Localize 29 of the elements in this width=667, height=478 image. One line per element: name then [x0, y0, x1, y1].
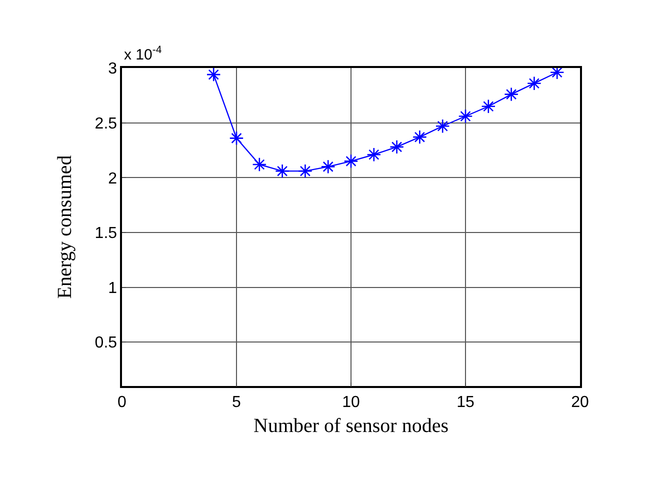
- x-tick-label: 15: [456, 394, 474, 411]
- y-tick-label: 1.5: [94, 225, 118, 242]
- y-tick-label: 1: [108, 280, 118, 297]
- point: [390, 140, 404, 154]
- point: [229, 130, 244, 146]
- x-tick-label: 20: [571, 394, 589, 411]
- point: [320, 159, 336, 174]
- y-axis-title: Energy consumed: [54, 155, 76, 299]
- point: [344, 154, 358, 168]
- point: [298, 164, 312, 178]
- y-tick-label: 0.5: [94, 334, 118, 352]
- point: [435, 118, 450, 134]
- x-tick-label: 0: [118, 394, 127, 411]
- x-axis-title: Number of sensor nodes: [254, 414, 449, 437]
- y-tick-label: 2.5: [94, 115, 118, 132]
- point: [504, 87, 519, 102]
- x-tick-label: 5: [232, 394, 242, 411]
- point: [252, 157, 267, 172]
- point: [206, 68, 221, 82]
- point: [458, 109, 473, 124]
- point: [275, 164, 290, 178]
- text: x 10$^{-4}$: [124, 44, 162, 64]
- point: [481, 99, 496, 114]
- y-tick-label: 2: [108, 170, 118, 188]
- x-tick-label: 10: [342, 394, 360, 411]
- point: [412, 130, 427, 144]
- y-tick-label: 3: [108, 60, 118, 78]
- point: [366, 147, 382, 162]
- point: [526, 76, 542, 91]
